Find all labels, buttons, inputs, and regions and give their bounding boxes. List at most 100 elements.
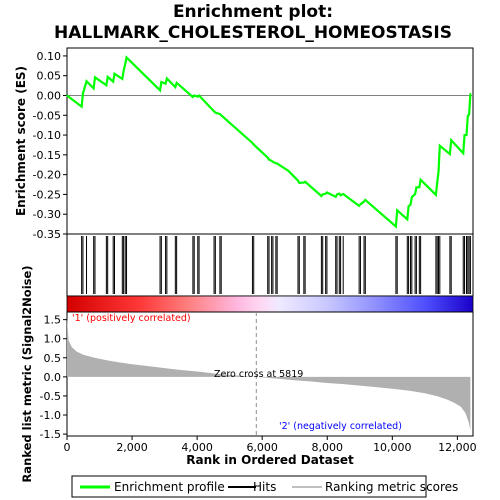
es-point [81,105,83,108]
es-point [338,193,340,195]
x-tick-label: 4,000 [181,441,213,454]
es-point [267,157,269,159]
x-tick-label: 12,000 [438,441,477,454]
es-point [123,70,125,72]
es-point [467,115,469,117]
es-point [121,78,123,80]
es-y-tick-label: 0.05 [37,70,62,83]
es-point [213,110,215,112]
x-tick-label: 6,000 [246,441,278,454]
es-point [411,196,413,198]
es-point [82,92,84,95]
es-point [449,153,451,155]
zero-cross-label: Zero cross at 5819 [214,369,303,380]
es-point [66,94,68,97]
es-point [415,186,417,188]
legend-enrichment-label: Enrichment profile [114,480,225,494]
es-point [93,87,95,89]
es-point [359,203,362,205]
es-point [469,92,471,95]
es-point [437,171,440,173]
metric-area [67,317,471,431]
metric-y-axis: 1.5 1.0 0.5 0.0 -0.5 -1.0 -1.5 [40,314,67,441]
x-tick-label: 8,000 [312,441,344,454]
es-point [124,63,126,65]
es-point [159,89,161,91]
es-y-tick-label: -0.15 [33,149,61,162]
es-point [112,81,114,83]
metric-y-label: Ranked list metric (Signal2Noise) [20,265,34,482]
metric-y-tick-label: -1.5 [40,428,61,441]
es-point [271,160,273,162]
es-point [275,162,277,164]
negative-label: '2' (negatively correlated) [279,421,402,432]
es-y-tick-label: -0.05 [33,109,61,122]
es-point [320,195,323,197]
es-point [304,181,306,183]
legend-hits-label: Hits [253,480,276,494]
es-point [85,80,88,82]
metric-y-tick-label: -0.5 [40,390,61,403]
es-point [276,162,278,165]
metric-y-tick-label: 1.5 [44,314,62,327]
x-tick-label: 10,000 [373,441,412,454]
es-point [297,179,299,182]
es-point [287,170,289,172]
es-point [94,76,96,78]
es-y-tick-label: -0.25 [33,188,61,201]
es-point [220,114,222,116]
es-point [198,94,200,97]
x-axis-label: Rank in Ordered Dataset [186,453,354,467]
es-y-tick-label: -0.35 [33,228,61,241]
es-points [66,56,471,228]
hits-panel [66,233,474,297]
es-point [409,204,412,206]
es-point [164,83,167,85]
plot-title-line1: Enrichment plot: [173,2,333,22]
metric-y-tick-label: 0.5 [44,352,62,365]
es-point [335,196,337,198]
es-point [339,194,342,196]
es-point [105,84,107,86]
es-point [192,96,194,98]
es-y-tick-label: -0.20 [33,169,61,182]
es-point [214,111,216,114]
es-point [407,205,410,207]
es-point [268,159,270,161]
es-point [113,73,116,75]
plot-title-line2: HALLMARK_CHOLESTEROL_HOMEOSTASIS [54,23,452,43]
es-point [125,56,128,59]
enrichment-profile-line [66,55,472,229]
es-point [251,142,254,144]
es-y-tick-label: -0.10 [33,129,61,142]
es-point [326,191,328,194]
es-y-axis: 0.10 0.05 0.00 -0.05 -0.10 -0.15 -0.20 -0.25 -0.… [33,50,67,241]
es-point [420,179,422,181]
es-y-tick-label: 0.00 [37,89,62,102]
es-point [322,193,324,196]
es-point [197,96,199,98]
es-point [435,194,437,196]
es-point [462,152,464,154]
es-y-tick-label: 0.10 [37,50,62,63]
es-point [174,86,176,88]
es-point [414,193,416,195]
hits-marks [81,236,471,294]
es-point [436,181,438,184]
rank-colour-bar [66,295,474,313]
es-point [342,193,344,195]
es-point [160,81,162,83]
es-y-label: Enrichment score (ES) [14,66,28,216]
es-point [465,134,468,136]
metric-y-tick-label: 1.0 [44,333,62,346]
legend-metric-label: Ranking metric scores [325,480,458,494]
es-point [298,182,300,184]
es-point [463,134,466,136]
es-point [166,77,168,80]
es-point [406,218,408,220]
es-point [396,209,398,211]
es-y-tick-label: -0.30 [33,208,61,221]
es-point [219,113,221,115]
es-point [418,186,420,188]
